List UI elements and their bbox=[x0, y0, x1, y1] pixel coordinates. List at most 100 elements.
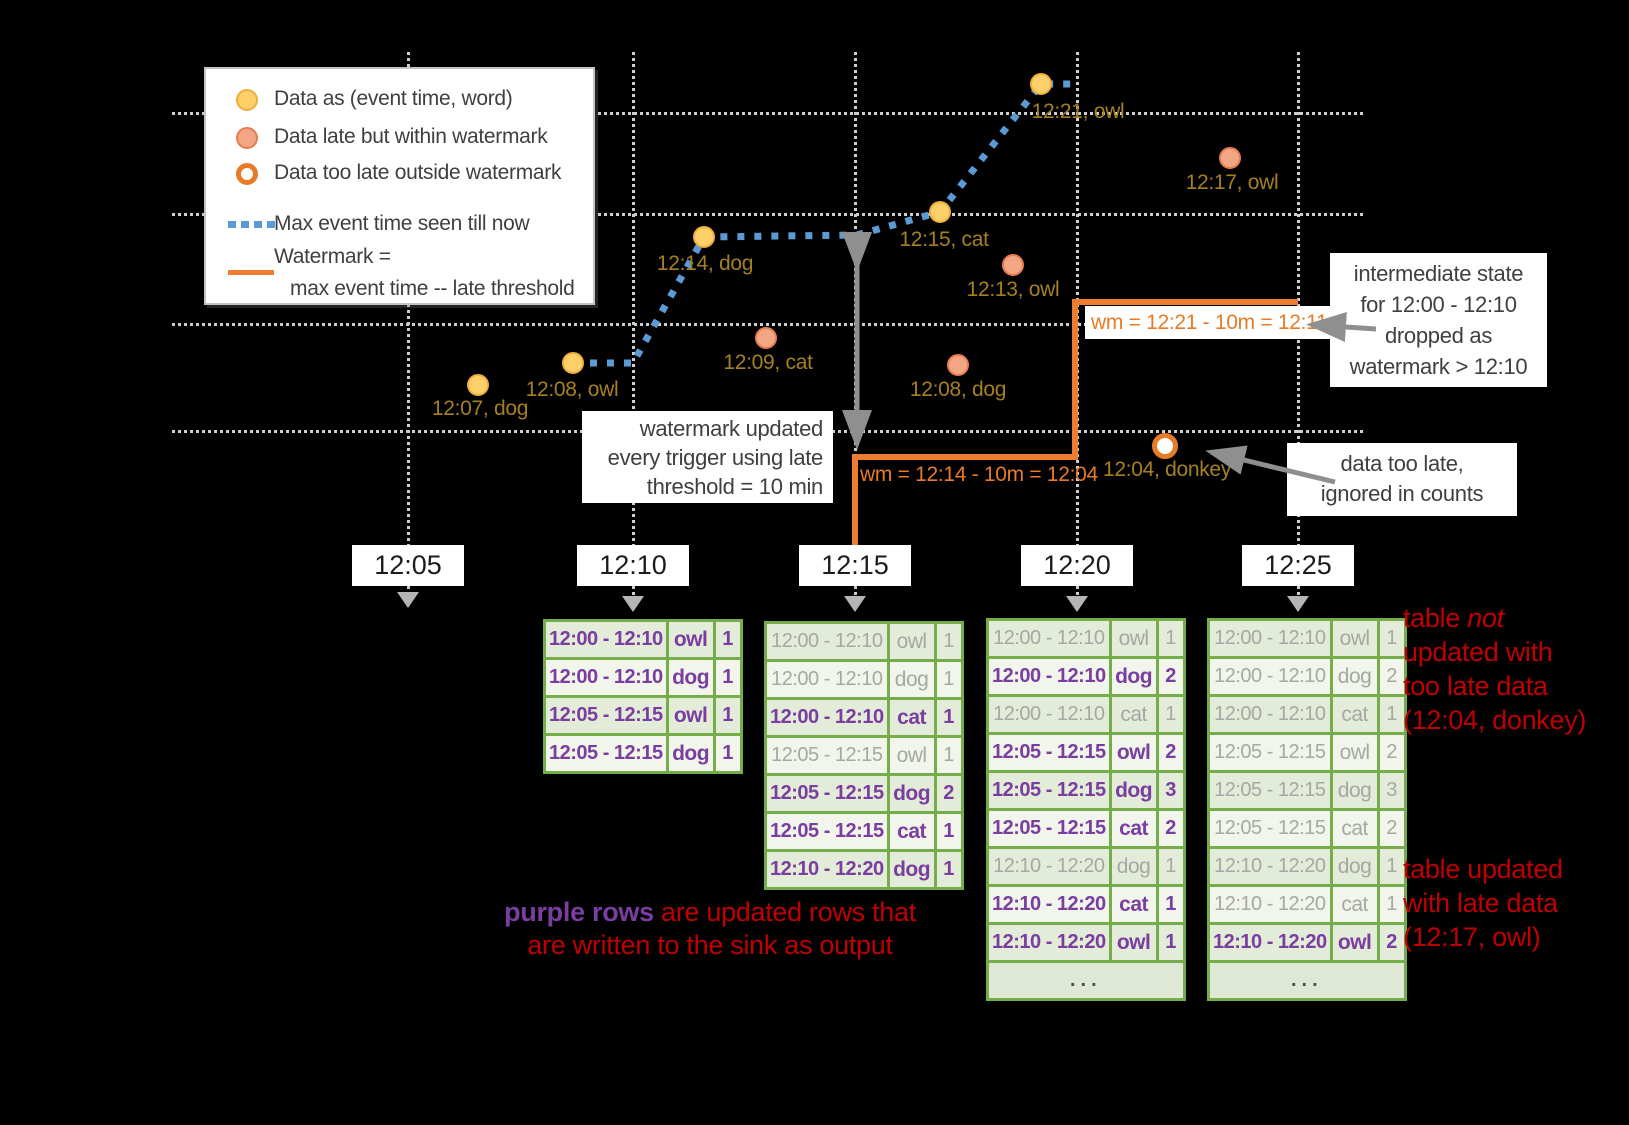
hollow-dot-icon bbox=[236, 163, 258, 185]
result-table-12:25: 12:00 - 12:10 owl 1 12:00 - 12:10 dog 2 12:00 … bbox=[1207, 618, 1407, 1001]
callout-line: watermark updated bbox=[639, 416, 824, 441]
tick-12-25: 12:25 bbox=[1242, 545, 1354, 586]
table-cell-count: 1 bbox=[712, 695, 743, 736]
event-time-gridline bbox=[172, 213, 1363, 216]
table-cell-count: 1 bbox=[933, 735, 964, 776]
table-cell-word: dog bbox=[886, 849, 937, 890]
table-cell-count: 1 bbox=[933, 659, 964, 700]
table-cell-word: cat bbox=[1329, 884, 1380, 925]
table-cell-window: 12:00 - 12:10 bbox=[764, 621, 890, 662]
table-cell-window: 12:05 - 12:15 bbox=[1207, 770, 1333, 811]
legend-label: Max event time seen till now bbox=[274, 212, 530, 235]
table-cell-word: owl bbox=[1329, 618, 1380, 659]
table-cell-count: 1 bbox=[1376, 694, 1407, 735]
yellow-dot-icon bbox=[236, 89, 258, 111]
table-row: 12:00 - 12:10 dog 2 bbox=[986, 656, 1186, 697]
table-row: 12:05 - 12:15 owl 2 bbox=[1207, 732, 1407, 773]
table-row: 12:00 - 12:10 dog 1 bbox=[764, 659, 964, 700]
table-cell-word: owl bbox=[1108, 618, 1159, 659]
purple-rows-note-line1: purple rows are updated rows that bbox=[470, 896, 950, 929]
note-line: with late data bbox=[1403, 888, 1558, 918]
data-point-label: 12:08, owl bbox=[525, 378, 619, 401]
legend-label: max event time -- late threshold bbox=[290, 277, 575, 300]
table-cell-count: 2 bbox=[933, 773, 964, 814]
callout-line: intermediate state bbox=[1353, 261, 1524, 286]
too-late-arrow bbox=[1205, 445, 1336, 485]
table-cell-word: dog bbox=[1108, 770, 1159, 811]
tick-12-10: 12:10 bbox=[577, 545, 689, 586]
table-cell-window: 12:10 - 12:20 bbox=[764, 849, 890, 890]
table-cell-window: 12:05 - 12:15 bbox=[986, 808, 1112, 849]
note-line: (12:04, donkey) bbox=[1403, 705, 1587, 735]
processing-time-gridline bbox=[407, 52, 410, 595]
table-cell-count: 1 bbox=[1155, 846, 1186, 887]
table-cell-word: owl bbox=[665, 695, 716, 736]
table-cell-count: 3 bbox=[1376, 770, 1407, 811]
result-table-12:10: 12:00 - 12:10 owl 1 12:00 - 12:10 dog 1 12:05 … bbox=[543, 619, 743, 774]
data-point-toolate bbox=[1152, 433, 1178, 459]
table-cell-word: cat bbox=[886, 697, 937, 738]
table-row: 12:05 - 12:15 dog 3 bbox=[986, 770, 1186, 811]
table-cell-window: 12:00 - 12:10 bbox=[543, 657, 669, 698]
table-cell-count: 1 bbox=[712, 657, 743, 698]
arrow-down-icon bbox=[622, 596, 644, 612]
purple-rows-note: purple rows are updated rows that are wr… bbox=[470, 896, 950, 962]
table-cell-count: 3 bbox=[1155, 770, 1186, 811]
arrow-down-icon bbox=[844, 596, 866, 612]
data-point-ontime bbox=[467, 374, 489, 396]
tick-12-15: 12:15 bbox=[799, 545, 911, 586]
table-cell-window: 12:00 - 12:10 bbox=[764, 659, 890, 700]
table-cell-count: 1 bbox=[712, 619, 743, 660]
event-time-gridline bbox=[172, 112, 1363, 115]
table-cell-word: owl bbox=[1329, 732, 1380, 773]
table-row: 12:10 - 12:20 cat 1 bbox=[986, 884, 1186, 925]
callout-line: dropped as bbox=[1384, 323, 1493, 348]
purple-rows-note-line2: are written to the sink as output bbox=[527, 930, 893, 960]
purple-rows-highlight: purple rows bbox=[504, 897, 654, 927]
table-row: 12:00 - 12:10 owl 1 bbox=[1207, 618, 1407, 659]
table-cell-word: dog bbox=[665, 733, 716, 774]
intermediate-state-callout: intermediate state for 12:00 - 12:10 dro… bbox=[1330, 253, 1547, 387]
table-row: 12:00 - 12:10 owl 1 bbox=[986, 618, 1186, 659]
legend-label: Data as (event time, word) bbox=[274, 87, 513, 110]
data-point-label: 12:15, cat bbox=[899, 228, 989, 251]
table-row-ellipsis: ... bbox=[1207, 960, 1407, 1001]
table-cell-word: dog bbox=[886, 659, 937, 700]
table-cell-window: 12:00 - 12:10 bbox=[1207, 656, 1333, 697]
table-cell-count: 1 bbox=[1155, 884, 1186, 925]
table-cell-window: 12:00 - 12:10 bbox=[1207, 618, 1333, 659]
note-line: table updated bbox=[1403, 854, 1563, 884]
data-point-late bbox=[1219, 147, 1241, 169]
data-point-late bbox=[947, 354, 969, 376]
table-cell-count: 2 bbox=[1376, 732, 1407, 773]
table-row: 12:00 - 12:10 owl 1 bbox=[764, 621, 964, 662]
table-cell-window: 12:10 - 12:20 bbox=[1207, 884, 1333, 925]
data-point-label: 12:13, owl bbox=[966, 278, 1060, 301]
ellipsis-cell: ... bbox=[1207, 960, 1407, 1001]
table-row: 12:05 - 12:15 owl 2 bbox=[986, 732, 1186, 773]
table-row: 12:10 - 12:20 owl 1 bbox=[986, 922, 1186, 963]
table-cell-count: 1 bbox=[1376, 846, 1407, 887]
data-point-label: 12:04, donkey bbox=[1102, 458, 1232, 481]
purple-rows-rest: are updated rows that bbox=[653, 897, 916, 927]
table-row: 12:05 - 12:15 cat 2 bbox=[1207, 808, 1407, 849]
note-italic: not bbox=[1467, 603, 1504, 633]
note-line: updated with bbox=[1403, 637, 1553, 667]
table-cell-word: dog bbox=[886, 773, 937, 814]
callout-line: every trigger using late bbox=[607, 445, 824, 470]
data-point-ontime bbox=[693, 226, 715, 248]
data-point-label: 12:14, dog bbox=[656, 252, 754, 275]
table-row: 12:10 - 12:20 dog 1 bbox=[1207, 846, 1407, 887]
processing-time-gridline bbox=[632, 52, 635, 595]
arrow-down-icon bbox=[1287, 596, 1309, 612]
table-cell-word: owl bbox=[665, 619, 716, 660]
callout-line: for 12:00 - 12:10 bbox=[1360, 292, 1517, 317]
result-table-12:15: 12:00 - 12:10 owl 1 12:00 - 12:10 dog 1 12:00 … bbox=[764, 621, 964, 890]
table-cell-count: 1 bbox=[933, 621, 964, 662]
arrow-down-icon bbox=[397, 592, 419, 608]
tick-12-20: 12:20 bbox=[1021, 545, 1133, 586]
table-row: 12:10 - 12:20 owl 2 bbox=[1207, 922, 1407, 963]
data-point-label: 12:21, owl bbox=[1031, 100, 1125, 123]
